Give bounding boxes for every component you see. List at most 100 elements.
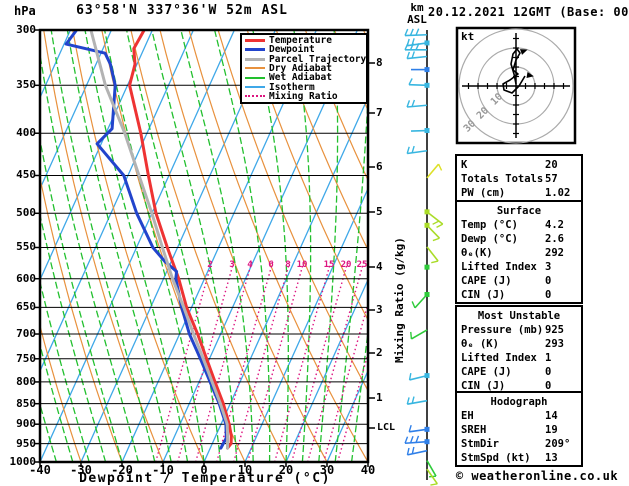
wind-barb-shaft: [426, 460, 437, 477]
legend-swatch: [245, 95, 265, 98]
wind-barb-shaft: [407, 55, 428, 60]
table-row: StmSpd (kt) 13: [457, 451, 581, 465]
km-tick-label: 5: [376, 205, 383, 218]
wind-barb: [406, 145, 428, 155]
legend: Temperature Dewpoint Parcel Trajectory Dry …: [240, 33, 368, 104]
table-row-value: 13: [545, 452, 558, 464]
table-row-label: StmDir: [461, 438, 499, 450]
mixing-ratio-line: [307, 259, 365, 462]
wind-barb: [404, 43, 427, 51]
mixing-ratio-line: [291, 259, 349, 462]
wind-barb-shaft: [407, 399, 428, 405]
wind-barb-feather: [406, 397, 410, 405]
table-row-label: Pressure (mb): [461, 324, 544, 336]
wind-barb-feather: [406, 100, 411, 108]
hodograph-unit-label: kt: [461, 30, 475, 43]
mixing-ratio-line: [177, 259, 235, 462]
legend-label: Mixing Ratio: [269, 90, 338, 102]
run-date: 20.12.2021 12GMT (Base: 00): [428, 5, 629, 19]
pressure-tick-label: 300: [16, 23, 36, 36]
wet-adiabat-line: [40, 402, 58, 462]
table-row-label: Totals Totals: [461, 173, 544, 185]
wet-adiabat-line: [84, 30, 189, 462]
table-row-value: 925: [545, 324, 564, 336]
wet-adiabat-line: [50, 30, 156, 462]
wind-barb: [406, 51, 428, 60]
mixing-ratio-line: [274, 259, 332, 462]
table-row-value: 19: [545, 424, 558, 436]
table-row-value: 0: [545, 380, 552, 392]
wind-barb-feather: [415, 43, 420, 51]
table-row-value: 0: [545, 275, 552, 287]
temperature-tick-label: 40: [360, 463, 376, 477]
station-title: 63°58'N 337°36'W 52m ASL: [76, 3, 288, 18]
temperature-tick-label: 20: [278, 463, 294, 477]
table-row-label: StmSpd (kt): [461, 452, 531, 464]
pressure-tick-label: 800: [16, 374, 36, 388]
wind-barb: [426, 468, 438, 486]
pressure-tick-label: 650: [16, 300, 36, 314]
pressure-tick-label: 550: [16, 240, 36, 254]
table-row-value: 209°: [545, 438, 571, 450]
wet-adiabat-line: [125, 30, 222, 462]
table-row: StmDir 209°: [457, 437, 581, 451]
wind-barb-feather: [437, 163, 443, 171]
table-row-label: Dewp (°C): [461, 233, 518, 245]
legend-swatch: [245, 48, 265, 52]
mixing-ratio-value-label: 15: [323, 260, 335, 270]
wind-barb: [411, 67, 430, 73]
wind-barb-shaft: [404, 33, 428, 37]
wind-barb: [406, 396, 428, 405]
table-row-value: 57: [545, 173, 558, 185]
dry-adiabat-line: [40, 323, 82, 462]
wind-barb-shaft: [407, 104, 428, 108]
table-row-value: 2.6: [545, 233, 564, 245]
wind-barb-feather: [406, 447, 410, 456]
table-row: CAPE (J) 0: [457, 274, 581, 288]
table-row-value: 1: [545, 352, 552, 364]
wind-barb-feather: [411, 301, 416, 309]
mixing-ratio-value-label: 8: [285, 260, 291, 270]
temperature-tick-label: -20: [111, 463, 133, 477]
table-row-label: PW (cm): [461, 187, 506, 199]
wind-barb: [426, 163, 443, 179]
hodograph: [455, 26, 577, 145]
km-tick-label: 8: [376, 56, 383, 69]
temperature-tick-label: -40: [29, 463, 51, 477]
wind-barb: [424, 222, 441, 242]
mixing-ratio-axis-label: Mixing Ratio (g/kg): [392, 237, 406, 363]
wind-barb-shaft: [426, 211, 444, 225]
table-row-value: 0: [545, 289, 552, 301]
wind-barb: [426, 246, 439, 264]
table-row: SREH 19: [457, 423, 581, 437]
table-row: θₑ (K) 293: [457, 337, 581, 351]
table-row-label: θₑ(K): [461, 247, 493, 259]
wind-barb-shaft: [426, 224, 441, 239]
wind-barb-feather: [408, 78, 413, 85]
mixing-ratio-value-label: 25: [356, 260, 368, 270]
wind-barb: [408, 78, 430, 88]
table-title: Hodograph: [490, 396, 548, 408]
km-tick-label: 1: [376, 391, 383, 404]
mixing-ratio-value-label: 20: [340, 260, 352, 270]
dry-adiabat-line: [275, 30, 368, 252]
pressure-tick-label: 350: [16, 78, 36, 92]
table-row-value: 4.2: [545, 219, 564, 231]
legend-label: Dry Adiabat: [269, 62, 332, 74]
copyright: © weatheronline.co.uk: [455, 469, 619, 483]
table-row: Totals Totals 57: [457, 172, 581, 186]
table-row: EH 14: [457, 409, 581, 423]
km-tick-label: 2: [376, 346, 383, 359]
index-table-hodograph: Hodograph EH 14 SREH 19 StmDir 209° StmSpd (kt)…: [455, 391, 583, 467]
wind-barb-feather: [409, 43, 415, 51]
wind-barb-column: [404, 28, 444, 486]
table-row-value: 0: [545, 366, 552, 378]
pressure-tick-label: 700: [16, 327, 36, 341]
table-row-label: CIN (J): [461, 289, 506, 301]
mixing-ratio-line: [337, 351, 368, 462]
pressure-tick-label: 900: [16, 417, 36, 431]
wind-barb-shaft: [409, 374, 428, 381]
table-row: θₑ(K) 292: [457, 246, 581, 260]
table-row: Temp (°C) 4.2: [457, 218, 581, 232]
